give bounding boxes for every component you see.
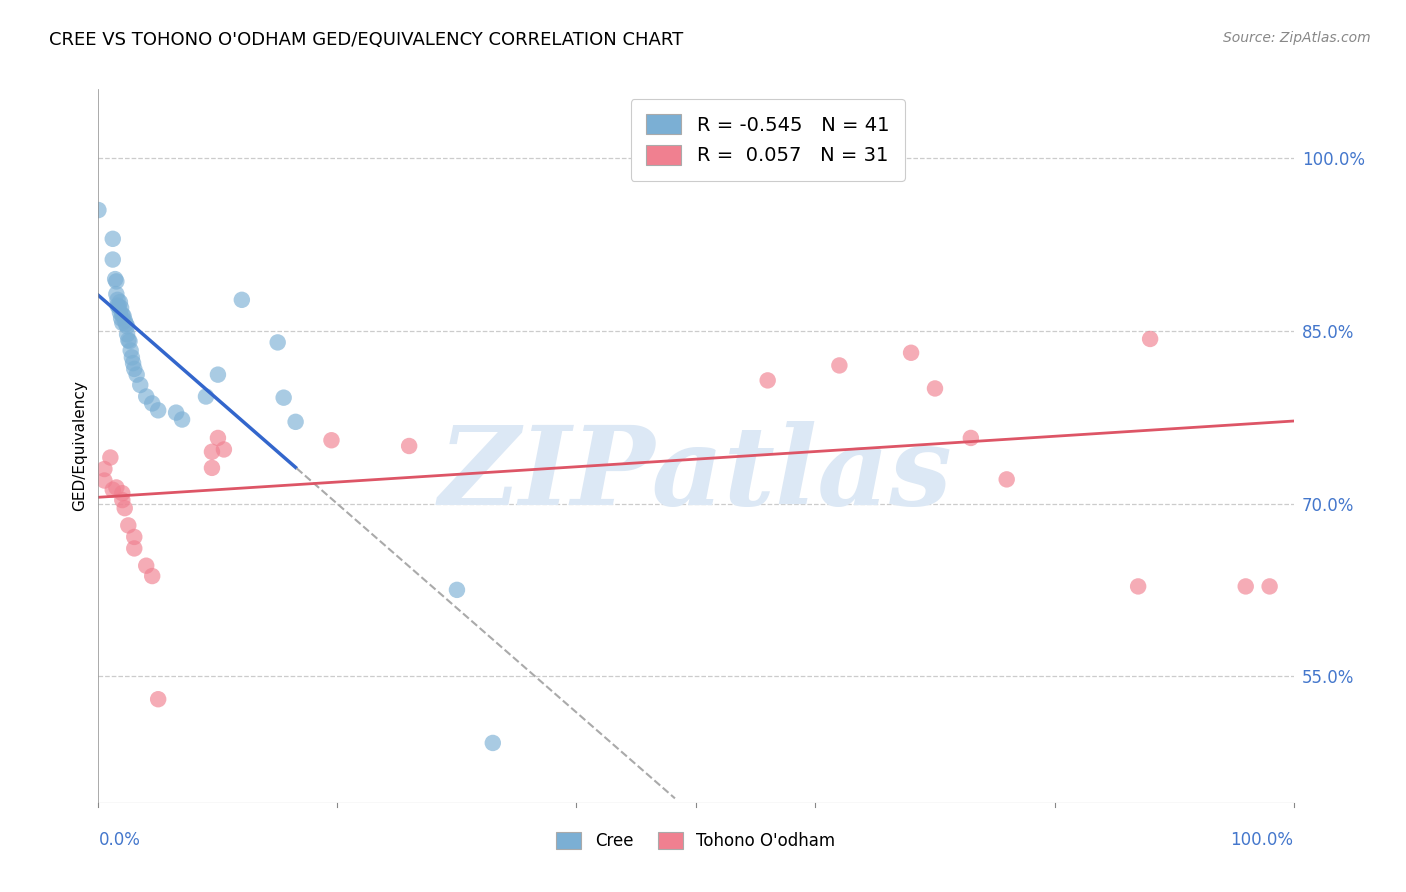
Point: [110, 311, 132, 326]
Point: [124, 541, 146, 556]
Point: [108, 295, 131, 310]
Point: [141, 396, 163, 410]
Point: [117, 518, 139, 533]
Point: [148, 692, 170, 706]
Point: [111, 493, 134, 508]
Text: 100.0%: 100.0%: [1230, 831, 1294, 849]
Point: [165, 406, 187, 420]
Point: [93, 462, 115, 476]
Point: [108, 305, 131, 319]
Point: [120, 343, 142, 358]
Point: [118, 334, 141, 349]
Point: [115, 317, 138, 331]
Text: Source: ZipAtlas.com: Source: ZipAtlas.com: [1223, 31, 1371, 45]
Point: [93, 474, 115, 488]
Point: [101, 252, 124, 267]
Legend: Cree, Tohono O'odham: Cree, Tohono O'odham: [548, 824, 844, 859]
Point: [107, 293, 129, 307]
Point: [107, 300, 129, 314]
Point: [172, 412, 194, 426]
Point: [135, 558, 157, 573]
Text: 0.0%: 0.0%: [98, 831, 141, 849]
Point: [104, 272, 127, 286]
Point: [111, 308, 134, 322]
Point: [115, 319, 138, 334]
Point: [87, 202, 110, 217]
Point: [481, 736, 505, 750]
Point: [105, 274, 128, 288]
Point: [195, 390, 218, 404]
Point: [114, 501, 136, 516]
Point: [1128, 579, 1150, 593]
Point: [105, 287, 128, 301]
Point: [321, 434, 343, 448]
Point: [924, 381, 946, 395]
Point: [960, 431, 983, 445]
Point: [121, 351, 143, 365]
Point: [1139, 332, 1161, 346]
Point: [110, 301, 132, 315]
Point: [284, 415, 307, 429]
Point: [112, 309, 135, 323]
Point: [114, 313, 136, 327]
Point: [828, 359, 851, 373]
Text: CREE VS TOHONO O'ODHAM GED/EQUIVALENCY CORRELATION CHART: CREE VS TOHONO O'ODHAM GED/EQUIVALENCY C…: [49, 31, 683, 49]
Y-axis label: GED/Equivalency: GED/Equivalency: [72, 381, 87, 511]
Point: [115, 327, 138, 342]
Point: [101, 232, 124, 246]
Point: [231, 293, 253, 307]
Text: ZIPatlas: ZIPatlas: [439, 421, 953, 528]
Point: [148, 403, 170, 417]
Point: [122, 356, 145, 370]
Point: [1234, 579, 1257, 593]
Point: [995, 472, 1018, 486]
Point: [900, 345, 922, 359]
Point: [212, 442, 235, 457]
Point: [865, 145, 887, 160]
Point: [129, 378, 152, 392]
Point: [273, 391, 295, 405]
Point: [1258, 579, 1281, 593]
Point: [98, 450, 122, 465]
Point: [117, 333, 139, 347]
Point: [201, 461, 224, 475]
Point: [111, 316, 134, 330]
Point: [124, 530, 146, 544]
Point: [105, 480, 128, 494]
Point: [201, 444, 224, 458]
Point: [207, 431, 229, 445]
Point: [398, 439, 420, 453]
Point: [756, 373, 779, 387]
Point: [111, 486, 134, 500]
Point: [124, 362, 146, 376]
Point: [101, 483, 124, 497]
Point: [446, 582, 468, 597]
Point: [141, 569, 163, 583]
Point: [125, 368, 148, 382]
Point: [267, 335, 290, 350]
Point: [135, 390, 157, 404]
Point: [207, 368, 229, 382]
Point: [107, 299, 129, 313]
